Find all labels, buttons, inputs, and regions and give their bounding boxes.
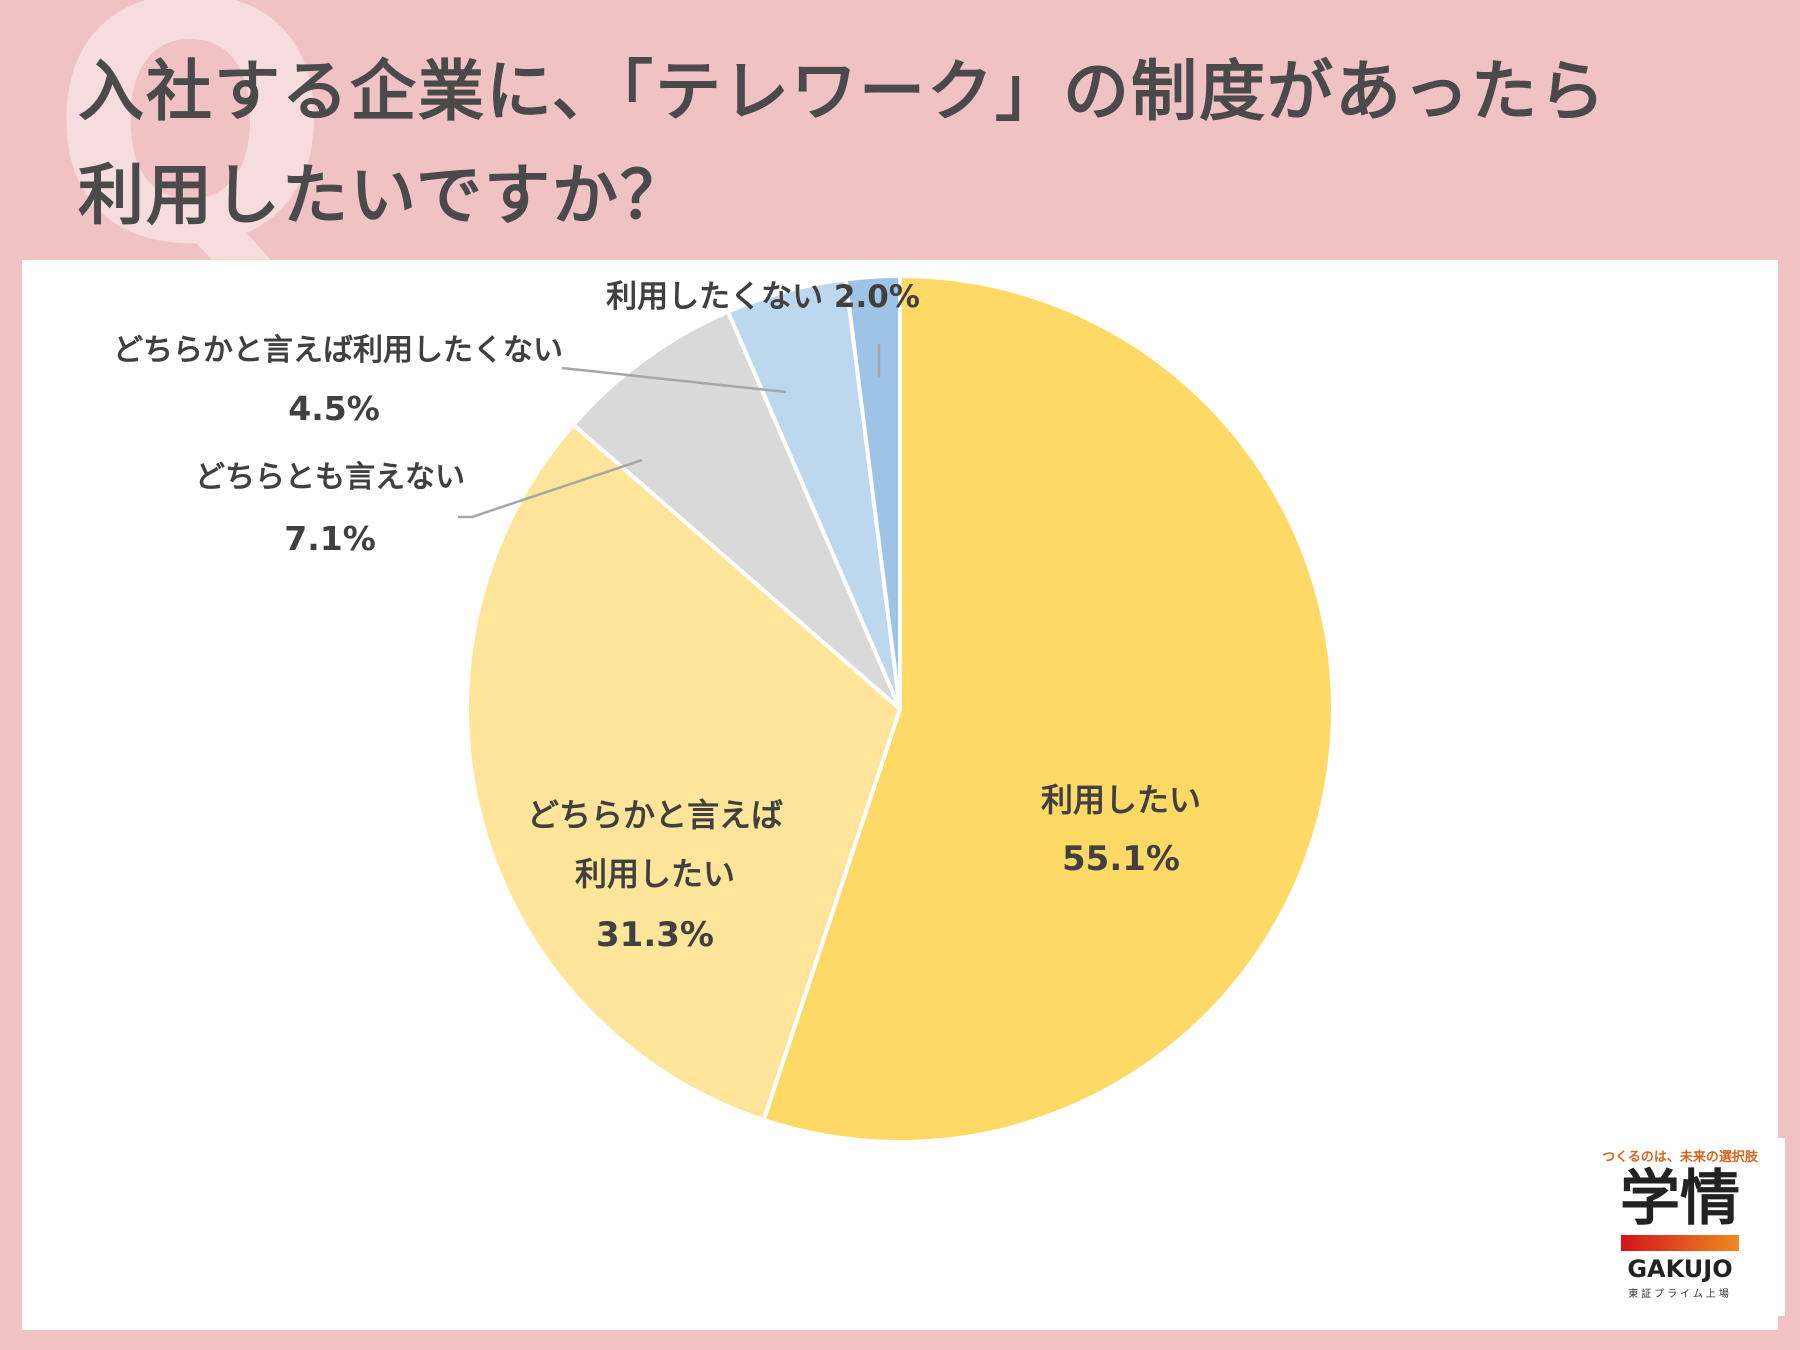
slice-somewhat-willing	[465, 422, 902, 1122]
title-line-2: 利用したいですか？	[78, 157, 689, 234]
leader-line-neutral	[458, 458, 643, 519]
value-willing: 55.1%	[1062, 839, 1180, 879]
logo-sub: 東証プライム上場	[1628, 1289, 1732, 1300]
chart-panel: 利用したい 55.1% どちらかと言えば 利用したい 31.3% どちらとも言え…	[22, 260, 1778, 1330]
label-somewhat-willing-1: どちらかと言えば	[527, 796, 783, 834]
logo-tagline: つくるのは、未来の選択肢	[1602, 1150, 1758, 1165]
label-unwilling: 利用したくない 2.0%	[606, 279, 920, 315]
title-line-1: 入社する企業に、「テレワーク」の制度があったら	[78, 53, 1608, 130]
value-neutral: 7.1%	[284, 519, 376, 558]
logo-bar	[1621, 1235, 1739, 1251]
slice-unwilling	[843, 273, 902, 711]
label-neutral: どちらとも言えない	[195, 460, 465, 495]
logo-name-en: GAKUJO	[1627, 1255, 1733, 1283]
leader-line-somewhat-unwilling	[561, 366, 787, 394]
label-somewhat-unwilling: どちらかと言えば利用したくない	[113, 333, 563, 368]
value-somewhat-willing: 31.3%	[596, 915, 714, 955]
value-somewhat-unwilling: 4.5%	[288, 389, 380, 428]
slice-neutral	[571, 309, 902, 711]
pie-chart: 利用したい 55.1% どちらかと言えば 利用したい 31.3% どちらとも言え…	[113, 273, 1335, 1144]
slice-willing	[761, 274, 1335, 1144]
gakujo-logo: つくるのは、未来の選択肢 学情 GAKUJO 東証プライム上場	[1575, 1138, 1785, 1316]
label-willing: 利用したい	[1041, 781, 1201, 819]
label-somewhat-willing-2: 利用したい	[575, 855, 735, 893]
page-title: 入社する企業に、「テレワーク」の制度があったら 利用したいですか？	[78, 40, 1758, 248]
logo-name: 学情	[1620, 1164, 1740, 1234]
question-mark-decoration: Q	[50, 0, 331, 317]
